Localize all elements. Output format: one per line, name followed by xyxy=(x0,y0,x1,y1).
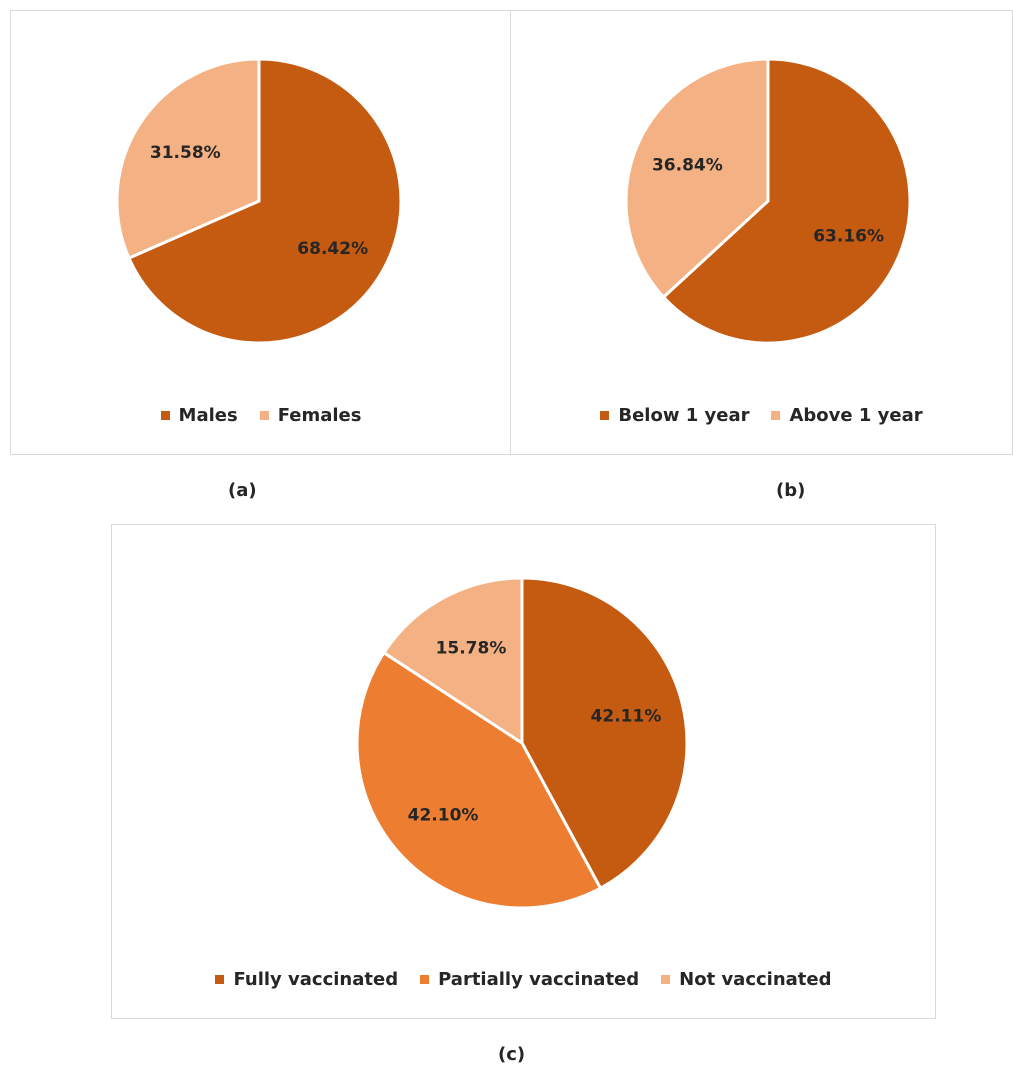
data-label-not-vaccinated: 15.78% xyxy=(436,639,507,659)
legend-swatch-above-1-year xyxy=(771,411,781,420)
caption-a: (a) xyxy=(228,480,257,501)
legend-item-not-vaccinated: Not vaccinated xyxy=(661,969,832,990)
legend-label-partially-vaccinated: Partially vaccinated xyxy=(438,969,640,990)
pie-slice-not-vaccinated xyxy=(381,576,524,746)
legend-swatch-not-vaccinated xyxy=(661,975,671,984)
caption-b: (b) xyxy=(776,480,806,501)
legend-c: Fully vaccinated Partially vaccinated No… xyxy=(112,969,935,990)
legend-label-males: Males xyxy=(178,405,238,426)
legend-a: Males Females xyxy=(11,405,511,426)
legend-item-females: Females xyxy=(259,405,362,426)
legend-label-below-1-year: Below 1 year xyxy=(618,405,750,426)
data-label-below-1-year: 63.16% xyxy=(813,226,884,246)
legend-swatch-partially-vaccinated xyxy=(420,975,430,984)
pie-slice-below-1-year xyxy=(661,57,912,345)
chart-panel-a: 68.42% 31.58% Males Females xyxy=(10,10,511,455)
legend-item-fully-vaccinated: Fully vaccinated xyxy=(215,969,398,990)
legend-item-above-1-year: Above 1 year xyxy=(771,405,923,426)
pie-slice-fully-vaccinated xyxy=(520,576,689,891)
pie-slice-females xyxy=(115,57,261,261)
legend-item-partially-vaccinated: Partially vaccinated xyxy=(420,969,639,990)
legend-label-females: Females xyxy=(277,405,362,426)
legend-label-not-vaccinated: Not vaccinated xyxy=(679,969,832,990)
legend-label-fully-vaccinated: Fully vaccinated xyxy=(233,969,399,990)
data-label-females: 31.58% xyxy=(150,143,221,163)
chart-panel-c: 42.11% 42.10% 15.78% Fully vaccinated Part… xyxy=(111,524,936,1019)
legend-swatch-fully-vaccinated xyxy=(215,975,225,984)
chart-panel-b: 63.16% 36.84% Below 1 year Above 1 year xyxy=(510,10,1013,455)
caption-c: (c) xyxy=(498,1044,526,1065)
pie-chart-age: 63.16% 36.84% xyxy=(624,57,912,345)
legend-swatch-females xyxy=(259,411,269,420)
legend-swatch-below-1-year xyxy=(600,411,610,420)
data-label-partially-vaccinated: 42.10% xyxy=(408,806,479,826)
legend-item-males: Males xyxy=(160,405,238,426)
pie-chart-vaccination: 42.11% 42.10% 15.78% xyxy=(355,576,689,910)
legend-b: Below 1 year Above 1 year xyxy=(511,405,1012,426)
pie-slice-partially-vaccinated xyxy=(355,650,603,910)
pie-slice-above-1-year xyxy=(624,57,770,300)
legend-item-below-1-year: Below 1 year xyxy=(600,405,749,426)
data-label-males: 68.42% xyxy=(297,239,368,259)
pie-chart-gender: 68.42% 31.58% xyxy=(115,57,403,345)
data-label-fully-vaccinated: 42.11% xyxy=(591,707,662,727)
legend-label-above-1-year: Above 1 year xyxy=(789,405,923,426)
pie-slice-males xyxy=(126,57,403,345)
legend-swatch-males xyxy=(160,411,170,420)
data-label-above-1-year: 36.84% xyxy=(652,156,723,176)
